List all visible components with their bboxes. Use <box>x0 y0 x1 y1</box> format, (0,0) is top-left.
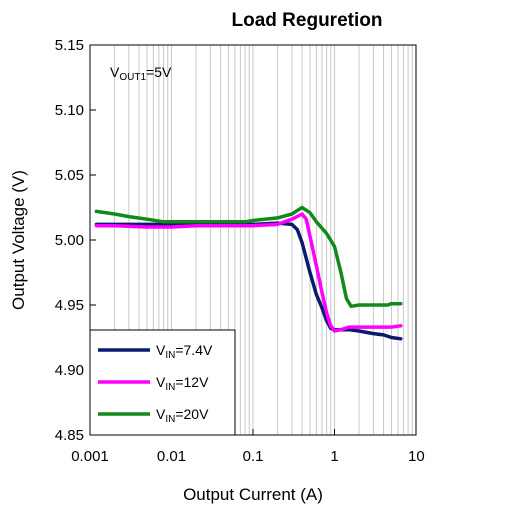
y-axis-label: Output Voltage (V) <box>9 170 28 310</box>
x-tick-label: 0.001 <box>71 448 109 465</box>
legend: VIN=7.4V VIN=12V VIN=20V <box>90 330 235 435</box>
y-tick-label: 4.90 <box>55 362 84 379</box>
x-axis-label: Output Current (A) <box>183 485 323 504</box>
y-tick-label: 5.15 <box>55 37 84 54</box>
y-tick-label: 5.00 <box>55 232 84 249</box>
x-tick-label: 10 <box>408 448 425 465</box>
x-tick-label: 1 <box>330 448 338 465</box>
chart-title: Load Reguretion <box>232 10 383 31</box>
y-tick-label: 4.85 <box>55 427 84 444</box>
y-tick-label: 4.95 <box>55 297 84 314</box>
y-tick-label: 5.10 <box>55 102 84 119</box>
x-tick-label: 0.1 <box>243 448 264 465</box>
y-tick-label: 5.05 <box>55 167 84 184</box>
x-tick-label: 0.01 <box>157 448 186 465</box>
